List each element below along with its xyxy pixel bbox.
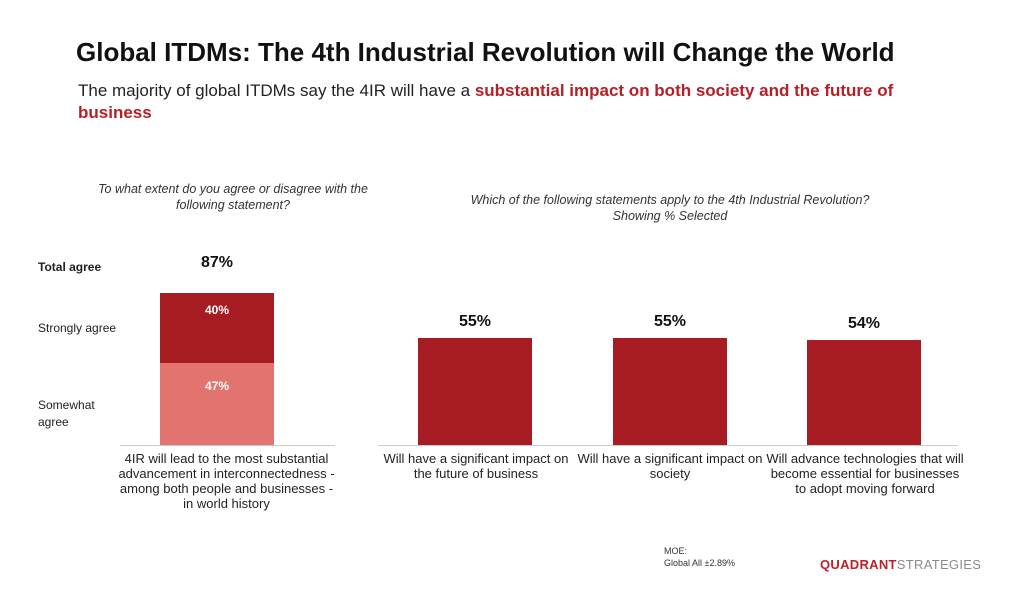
page-title: Global ITDMs: The 4th Industrial Revolut… (76, 37, 895, 67)
right-chart-baseline (378, 445, 958, 446)
page-subtitle: The majority of global ITDMs say the 4IR… (78, 80, 938, 124)
total-agree-value: 87% (200, 254, 234, 271)
bar-value-label-1: 55% (458, 312, 492, 330)
company-logo: QUADRANTSTRATEGIES (820, 557, 981, 572)
legend-strongly-agree: Strongly agree (38, 321, 117, 335)
left-chart-question: To what extent do you agree or disagree … (98, 182, 368, 212)
stacked-segment-strongly-agree (160, 292, 274, 363)
right-chart-question: Which of the following statements apply … (410, 192, 930, 224)
moe-value: Global All ±2.89% (664, 558, 735, 568)
logo-part-1: QUADRANT (820, 557, 897, 572)
moe-note: MOE: Global All ±2.89% (664, 545, 735, 569)
right-category-label-2: Will have a significant impact on societ… (577, 451, 763, 481)
right-category-label-1: Will have a significant impact on the fu… (383, 451, 569, 481)
right-category-label-3: Will advance technologies that will beco… (766, 451, 964, 496)
stacked-segment-label: 40% (204, 302, 230, 317)
left-chart-baseline (120, 445, 335, 446)
total-agree-label: Total agree (38, 260, 102, 274)
bar-3 (807, 339, 921, 445)
bar-value-label-2: 55% (653, 312, 687, 330)
subtitle-text: The majority of global ITDMs say the 4IR… (78, 81, 475, 100)
right-chart-question-line1: Which of the following statements apply … (470, 193, 870, 207)
subtitle-highlight: substantial impact on both society and t… (78, 81, 894, 122)
right-chart-question-line2: Showing % Selected (612, 209, 728, 223)
bar-1 (418, 337, 532, 445)
bar-value-label-3: 54% (847, 314, 881, 332)
bar-2 (613, 337, 727, 445)
moe-label: MOE: (664, 546, 688, 556)
stacked-segment-somewhat-agree (160, 362, 274, 445)
legend-somewhat-agree: Somewhat agree (38, 398, 95, 429)
stacked-segment-label: 47% (204, 378, 230, 393)
left-category-label: 4IR will lead to the most substantial ad… (118, 451, 335, 511)
logo-part-2: STRATEGIES (896, 557, 982, 572)
